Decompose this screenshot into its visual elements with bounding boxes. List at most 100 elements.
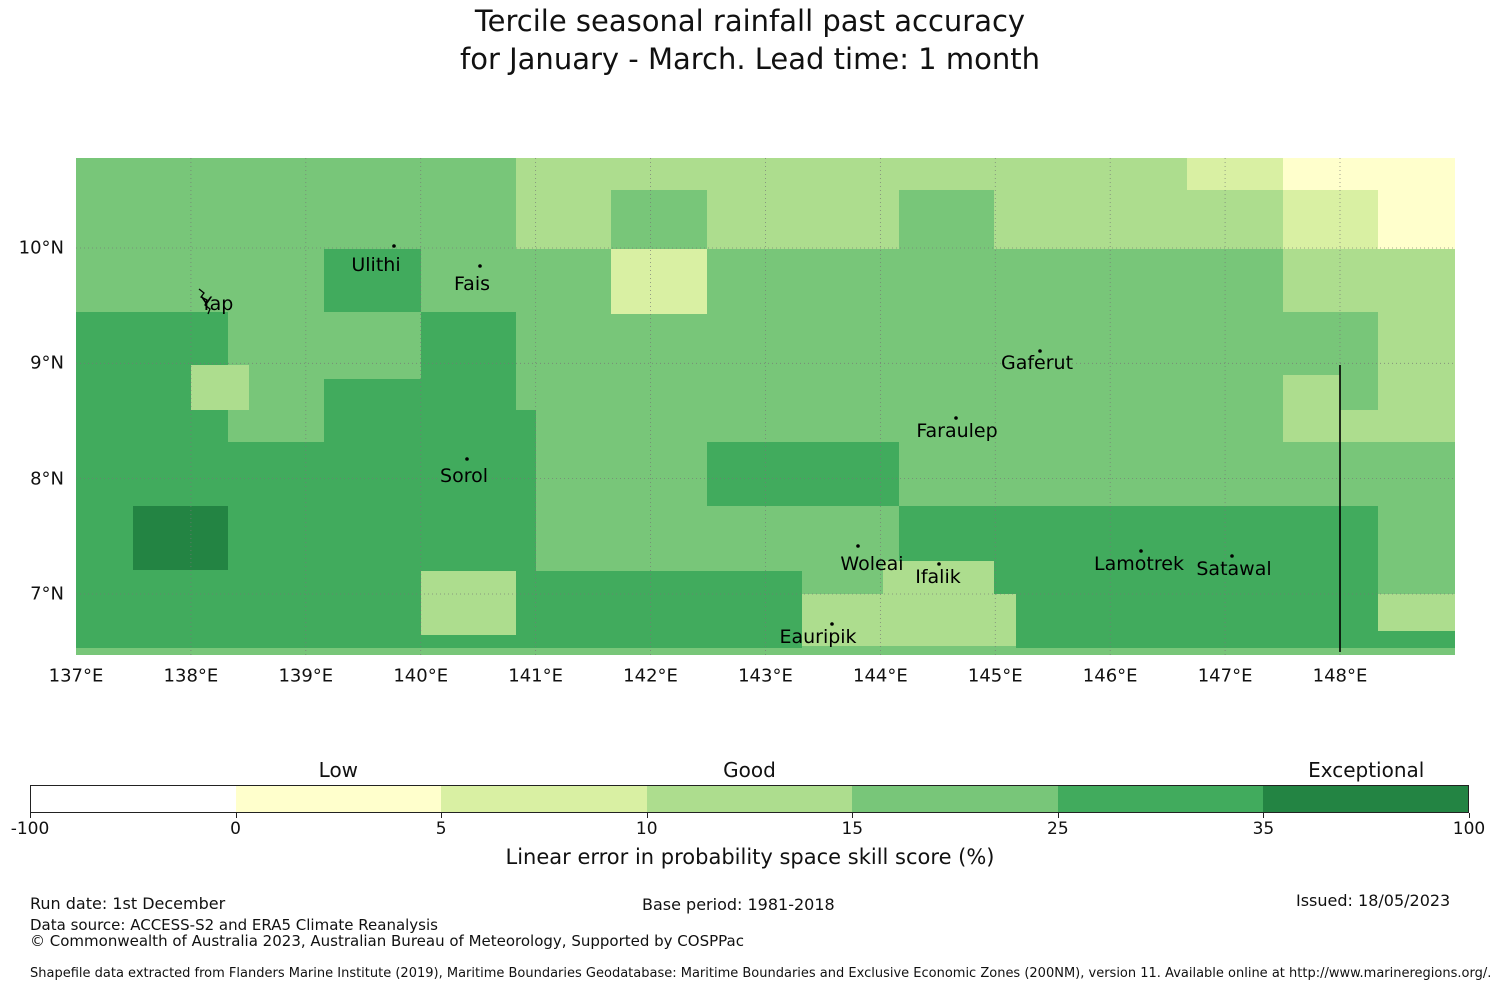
colorbar-segment <box>1057 785 1264 813</box>
footer-data-source: Data source: ACCESS-S2 and ERA5 Climate … <box>30 916 438 934</box>
map-cell <box>133 506 228 570</box>
colorbar-tick-label: 0 <box>230 819 241 839</box>
lon-tick-label: 139°E <box>278 665 334 687</box>
island-marker <box>954 416 958 420</box>
map-cell <box>191 365 249 410</box>
map-cell <box>1283 158 1455 190</box>
lon-tick-label: 147°E <box>1197 665 1253 687</box>
lat-tick-label: 9°N <box>30 352 64 374</box>
lon-tick-label: 148°E <box>1312 665 1368 687</box>
colorbar-tick-label: 5 <box>435 819 447 839</box>
chart-title-line1: Tercile seasonal rainfall past accuracy <box>474 4 1026 38</box>
footer-shapefile-note: Shapefile data extracted from Flanders M… <box>30 966 1492 981</box>
map-cell <box>1378 594 1455 631</box>
island-label: Sorol <box>440 465 488 487</box>
island-label: Fais <box>453 273 491 295</box>
map-cell <box>1378 190 1455 249</box>
map-cell <box>516 158 1187 190</box>
lon-tick-label: 143°E <box>738 665 793 687</box>
island-marker <box>1139 549 1143 553</box>
colorbar-segment <box>1263 785 1470 813</box>
lat-tick-label: 7°N <box>30 583 64 605</box>
map-cell <box>611 249 707 314</box>
map-cell <box>1340 375 1378 410</box>
colorbar-tick-label: -100 <box>10 819 50 839</box>
map-cell <box>421 312 516 410</box>
colorbar-tick-label: 10 <box>635 819 658 839</box>
map-cell <box>707 442 899 506</box>
lon-tick-label: 137°E <box>48 665 104 687</box>
colorbar-segment <box>852 785 1059 813</box>
island-label: Eauripik <box>779 626 857 648</box>
colorbar-tick <box>1057 813 1059 818</box>
colorbar-tick-label: 25 <box>1047 819 1069 839</box>
colorbar-segment <box>235 785 442 813</box>
footer-issued-date: Issued: 18/05/2023 <box>1296 891 1451 910</box>
colorbar-tick <box>852 813 854 818</box>
map-cell <box>516 190 611 249</box>
colorbar-tick-label: 100 <box>1452 819 1486 839</box>
map-cell <box>1187 158 1283 190</box>
island-label: Satawal <box>1196 558 1272 580</box>
colorbar-tick-label: 15 <box>841 819 864 839</box>
map-cell <box>324 249 421 312</box>
island-marker <box>830 622 834 626</box>
map-cell <box>228 410 324 442</box>
lat-tick-label: 10°N <box>18 237 64 259</box>
lon-tick-label: 141°E <box>508 665 563 687</box>
map-cell <box>1378 631 1455 648</box>
lon-tick-label: 138°E <box>163 665 219 687</box>
colorbar-tick <box>441 813 443 818</box>
island-marker <box>392 244 396 248</box>
colorbar-quality-label: Low <box>318 758 359 782</box>
lon-tick-label: 146°E <box>1082 665 1138 687</box>
colorbar-segment <box>30 785 237 813</box>
island-label: Faraulep <box>916 420 998 442</box>
island-marker <box>937 562 941 566</box>
map-cell <box>324 379 421 410</box>
island-marker <box>1038 349 1042 353</box>
island-marker <box>478 264 482 268</box>
colorbar-tick <box>1263 813 1265 818</box>
colorbar-outline <box>30 785 1469 813</box>
footer-run-date: Run date: 1st December <box>30 894 226 913</box>
island-marker <box>1230 554 1234 558</box>
yap-island-outline <box>198 288 211 315</box>
colorbar-tick-label: 35 <box>1252 819 1275 839</box>
map-cell <box>1283 312 1378 375</box>
map-cell <box>707 190 899 249</box>
island-label: Ulithi <box>351 254 401 276</box>
lon-tick-label: 140°E <box>393 665 449 687</box>
map-cell <box>883 561 994 594</box>
lon-tick-label: 145°E <box>967 665 1023 687</box>
colorbar-axis-title: Linear error in probability space skill … <box>505 845 995 869</box>
island-marker <box>856 544 860 548</box>
colorbar-segment <box>441 785 648 813</box>
lon-tick-label: 142°E <box>623 665 678 687</box>
colorbar-tick <box>646 813 648 818</box>
map-cell <box>1016 594 1378 648</box>
chart-title: Tercile seasonal rainfall past accuracy … <box>0 2 1500 78</box>
island-marker <box>465 457 469 461</box>
lon-tick-label: 144°E <box>852 665 908 687</box>
colorbar-tick <box>1469 813 1470 818</box>
lat-tick-label: 8°N <box>30 468 64 490</box>
map-cell <box>802 594 1016 646</box>
colorbar-tick <box>235 813 237 818</box>
colorbar-quality-label: Exceptional <box>1308 758 1425 782</box>
footer-base-period: Base period: 1981-2018 <box>642 895 835 914</box>
chart-title-line2: for January - March. Lead time: 1 month <box>460 42 1040 76</box>
island-label: Yap <box>200 293 234 315</box>
colorbar-tick <box>30 813 31 818</box>
map-cell <box>994 190 1283 249</box>
island-label: Ifalik <box>915 566 961 588</box>
island-label: Woleai <box>840 553 904 575</box>
colorbar-segment <box>646 785 853 813</box>
colorbar-quality-label: Good <box>723 758 776 782</box>
island-label: Gaferut <box>1000 352 1074 374</box>
footer-copyright: © Commonwealth of Australia 2023, Austra… <box>30 932 744 950</box>
map-cell <box>1283 190 1378 249</box>
island-label: Lamotrek <box>1094 553 1184 575</box>
